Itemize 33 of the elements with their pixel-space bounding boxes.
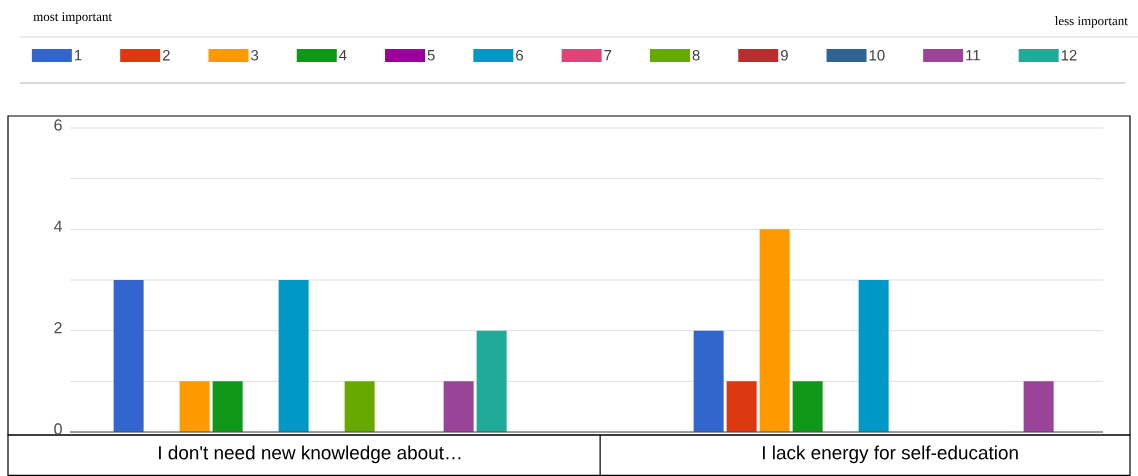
text: less important [1055, 16, 1128, 28]
legend-label: 3 [251, 49, 259, 61]
y-tick-label: 6 [54, 119, 62, 131]
legend-label: 4 [339, 50, 347, 61]
bar [278, 280, 309, 432]
legend-label: 11 [966, 50, 980, 61]
text: most important [33, 12, 112, 24]
x-tick-label: I lack energy for self-education [763, 445, 1018, 464]
legend-label: 8 [692, 49, 700, 61]
y-tick-label: 2 [54, 322, 62, 334]
bar [1023, 381, 1054, 432]
legend-label: 2 [162, 49, 170, 61]
legend-label: 10 [869, 49, 885, 61]
bar [443, 381, 474, 432]
bar [693, 330, 724, 432]
bar [344, 381, 375, 432]
legend-label: 7 [604, 50, 612, 61]
legend-label: 6 [516, 49, 524, 61]
legend-label: 12 [1061, 49, 1077, 61]
legend-label: 9 [780, 49, 788, 61]
bar [858, 280, 889, 432]
x-tick-label: I don't need new knowledge about… [159, 445, 461, 464]
y-tick-label: 4 [53, 220, 63, 232]
legend-label: 1 [75, 50, 82, 61]
bar [212, 381, 243, 432]
bar [179, 381, 210, 432]
bar [113, 280, 144, 432]
bar [759, 229, 790, 432]
legend-label: 5 [427, 50, 435, 61]
bar [792, 381, 823, 432]
bar [476, 330, 507, 432]
y-tick-label: 0 [54, 423, 62, 435]
bar [726, 381, 757, 432]
